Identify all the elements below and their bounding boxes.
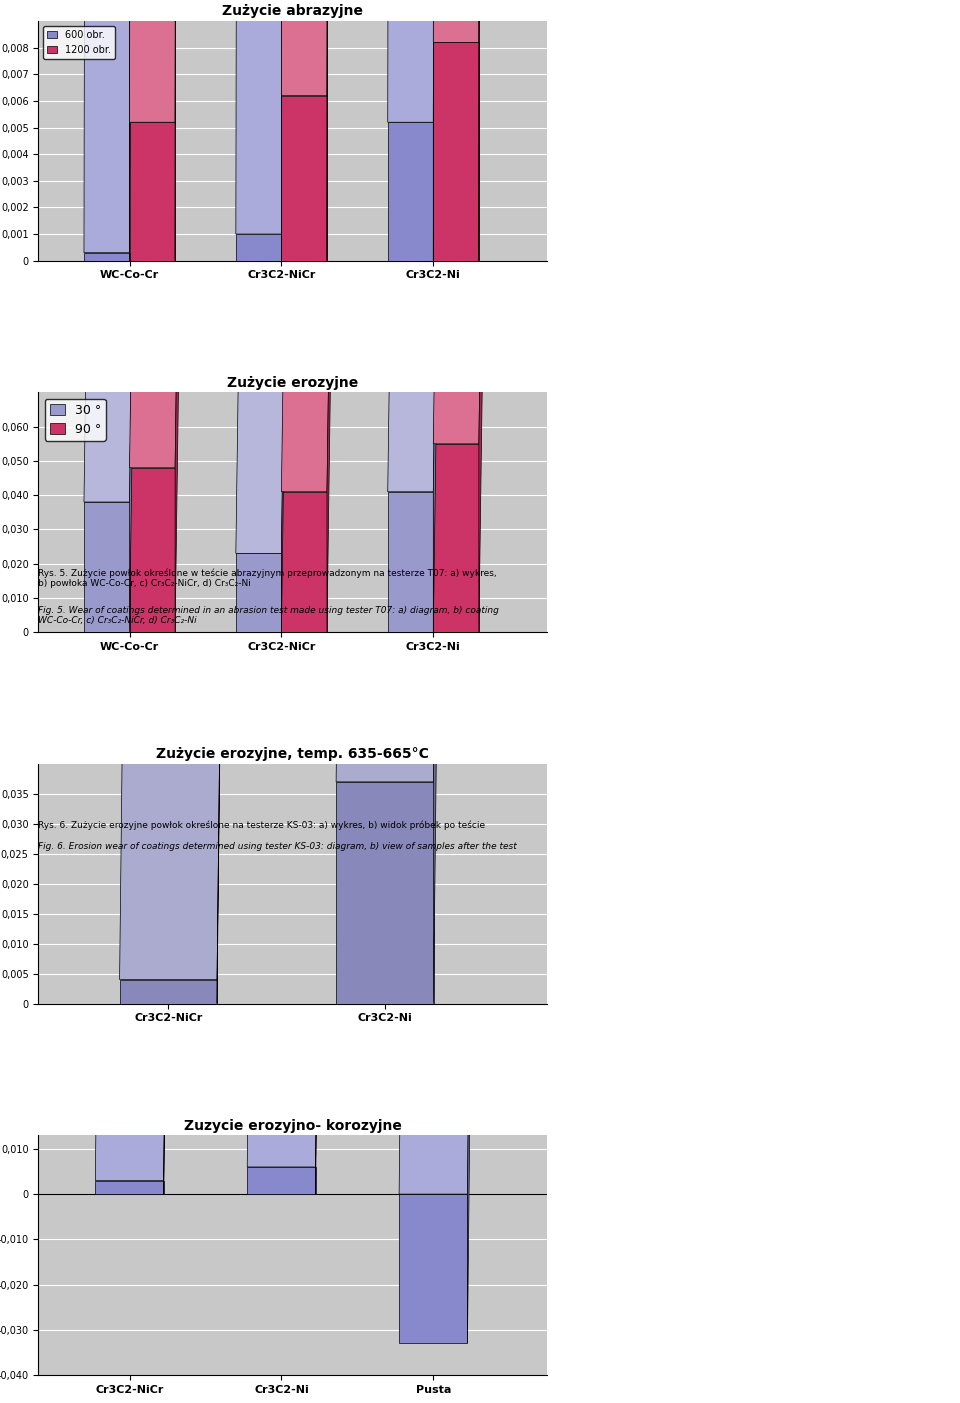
Polygon shape (281, 279, 285, 633)
Polygon shape (164, 819, 167, 1194)
Bar (281, 491, 327, 633)
Polygon shape (236, 0, 285, 234)
Polygon shape (399, 832, 471, 1194)
Bar (388, 491, 433, 633)
Title: Zużycie erozyjne: Zużycie erozyjne (228, 376, 358, 390)
Polygon shape (130, 0, 179, 122)
Text: Rys. 5. Zużycie powłok określone w teście abrazyjnym przeprowadzonym na testerze: Rys. 5. Zużycie powłok określone w teści… (38, 568, 497, 588)
Polygon shape (217, 501, 223, 1003)
Title: Zuzycie erozyjno- korozyjne: Zuzycie erozyjno- korozyjne (184, 1118, 401, 1132)
Polygon shape (433, 170, 483, 443)
Legend: 30 °, 90 °: 30 °, 90 ° (45, 398, 106, 441)
Polygon shape (468, 832, 471, 1343)
Polygon shape (281, 0, 285, 261)
Bar (248, 1167, 316, 1194)
Legend: 600 obr., 1200 obr.: 600 obr., 1200 obr. (43, 25, 114, 59)
Polygon shape (175, 194, 179, 633)
Polygon shape (84, 0, 133, 253)
Polygon shape (130, 194, 179, 467)
Title: Zużycie erozyjne, temp. 635-665°C: Zużycie erozyjne, temp. 635-665°C (156, 748, 429, 762)
Polygon shape (479, 170, 483, 633)
Bar (388, 122, 433, 261)
Bar (336, 781, 434, 1003)
Polygon shape (316, 805, 320, 1194)
Bar (120, 979, 217, 1003)
Polygon shape (388, 0, 437, 122)
Bar (130, 467, 175, 633)
Bar (95, 1180, 164, 1194)
Text: Fig. 6. Erosion wear of coatings determined using tester KS-03: diagram, b) view: Fig. 6. Erosion wear of coatings determi… (38, 842, 517, 850)
Polygon shape (130, 0, 133, 261)
Polygon shape (120, 501, 223, 979)
Text: Rys. 6. Zużycie erozyjne powłok określone na testerze KS-03: a) wykres, b) widok: Rys. 6. Zużycie erozyjne powłok określon… (38, 821, 486, 831)
Title: Zużycie abrazyjne: Zużycie abrazyjne (223, 4, 363, 18)
Bar (236, 553, 281, 633)
Bar (130, 122, 175, 261)
Polygon shape (281, 217, 331, 491)
Bar (84, 502, 130, 633)
Polygon shape (327, 217, 331, 633)
Polygon shape (433, 217, 437, 633)
Bar (399, 1194, 468, 1343)
Bar (433, 42, 479, 261)
Text: Fig. 5. Wear of coatings determined in an abrasion test made using tester T07: a: Fig. 5. Wear of coatings determined in a… (38, 606, 499, 626)
Bar (84, 253, 130, 261)
Bar (236, 234, 281, 261)
Bar (433, 443, 479, 633)
Polygon shape (175, 0, 179, 261)
Bar (281, 95, 327, 261)
Polygon shape (248, 805, 320, 1167)
Polygon shape (130, 229, 133, 633)
Polygon shape (281, 0, 331, 95)
Polygon shape (236, 279, 285, 553)
Polygon shape (434, 303, 439, 1003)
Polygon shape (327, 0, 331, 261)
Polygon shape (433, 0, 483, 42)
Polygon shape (95, 819, 167, 1180)
Polygon shape (388, 217, 437, 491)
Polygon shape (336, 303, 439, 781)
Polygon shape (433, 0, 437, 261)
Polygon shape (479, 0, 483, 261)
Polygon shape (84, 229, 133, 502)
